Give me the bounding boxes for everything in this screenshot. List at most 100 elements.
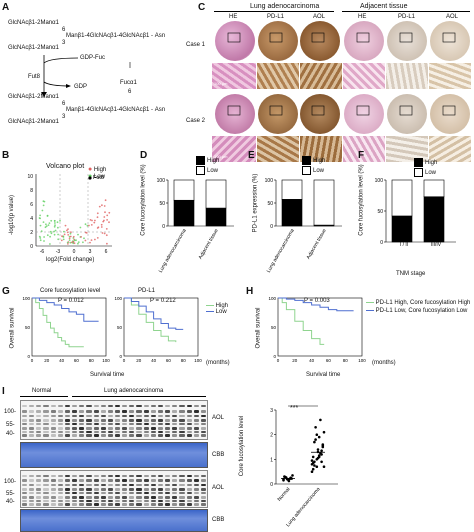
volcano-point xyxy=(44,226,47,229)
blot-band xyxy=(29,484,35,486)
blot-band xyxy=(43,479,49,482)
blot-band xyxy=(150,405,156,407)
h-legend: PD-L1 High, Core fucosylation High PD-L1… xyxy=(366,300,470,314)
blot-band xyxy=(64,500,71,502)
blot-band xyxy=(179,405,185,407)
panel-a-letter: A xyxy=(2,2,10,13)
blot-band xyxy=(50,427,56,430)
volcano-point xyxy=(49,230,52,233)
volcano-point xyxy=(53,233,56,236)
case2-he-adjacent-zoom xyxy=(343,136,385,162)
blot-band xyxy=(193,479,199,482)
blot-band xyxy=(100,479,106,482)
y-tick-label: 0 xyxy=(119,354,122,359)
volcano-point xyxy=(89,219,92,221)
dot-lung-adenocarcinoma xyxy=(320,449,323,452)
blot-band xyxy=(165,496,171,499)
volcano-point xyxy=(96,212,99,215)
blot-band xyxy=(36,415,42,417)
blot-band xyxy=(122,427,128,430)
blot-band xyxy=(86,415,92,417)
fut8-point xyxy=(88,176,92,180)
case1-scale-bar: 100 μm xyxy=(214,81,228,86)
volcano-point xyxy=(56,221,59,224)
bar-low xyxy=(391,179,413,217)
blot-band xyxy=(100,492,106,494)
blot-cbb-2 xyxy=(20,509,208,532)
blot-band xyxy=(157,500,164,502)
group-adjacent-label: Adjacent tissue xyxy=(360,3,408,10)
blot-band xyxy=(36,410,42,413)
glycan1-line3: GlcNAcβ1-2Manα1 xyxy=(8,45,59,51)
bar-low xyxy=(173,179,195,201)
blot-band xyxy=(36,484,42,486)
blot-band xyxy=(72,500,78,502)
volcano-point xyxy=(103,219,105,222)
blot-band xyxy=(79,500,85,502)
volcano-xticks: -6 -3 0 3 6 xyxy=(40,249,108,255)
blot-band xyxy=(172,503,178,506)
blot-band xyxy=(72,488,78,491)
blot-band xyxy=(200,415,206,417)
blot-band xyxy=(107,500,113,502)
blot-band xyxy=(136,434,142,437)
x-tick-label: 20 xyxy=(44,358,50,363)
volcano-point xyxy=(70,241,73,244)
volcano-point xyxy=(39,237,42,239)
blot-band xyxy=(57,484,63,486)
volcano-point xyxy=(85,232,88,234)
blot-band xyxy=(57,410,63,413)
blot-band xyxy=(200,479,206,482)
blot-band xyxy=(200,488,206,491)
blot-band xyxy=(57,492,63,494)
blot-band xyxy=(72,479,78,482)
blot-band xyxy=(200,475,206,477)
blot-band xyxy=(186,410,192,413)
volcano-point xyxy=(53,230,55,233)
e-legend-high-swatch xyxy=(302,156,311,165)
blot-band xyxy=(107,415,113,417)
volcano-point xyxy=(98,205,101,208)
blot-band xyxy=(122,410,128,413)
panel-a-arrows xyxy=(41,55,131,97)
blot-band xyxy=(22,475,28,477)
blot-band xyxy=(72,503,78,506)
blot-band xyxy=(29,434,35,437)
dot-lung-adenocarcinoma xyxy=(311,461,315,465)
blot-band xyxy=(86,410,92,413)
panel-c-letter: C xyxy=(198,2,206,13)
blot-band xyxy=(136,500,142,502)
blot-band xyxy=(122,475,128,477)
blot-band xyxy=(115,419,121,422)
case2-label: Case 2 xyxy=(186,118,206,124)
blot-band xyxy=(22,503,28,506)
fuc-label: Fucα1 xyxy=(120,80,137,86)
volcano-point xyxy=(77,233,79,236)
volcano-point xyxy=(62,236,65,238)
blot-band xyxy=(100,410,106,413)
blot-band xyxy=(22,405,28,407)
blot-band xyxy=(29,492,35,494)
dot-ylabel: Core fucosylation level xyxy=(239,415,246,477)
volcano-point xyxy=(77,241,80,243)
category-label: Adjacent tissue xyxy=(198,228,220,261)
volcano-ytick: 4 xyxy=(30,216,33,222)
blot-band xyxy=(79,427,85,430)
volcano-point xyxy=(106,214,109,217)
survival-curve-pd-l1-low-core-fucosylation-low xyxy=(278,297,354,312)
blot-band xyxy=(172,419,178,422)
y-tick-label: 0 xyxy=(162,224,165,230)
blot-band xyxy=(165,475,171,477)
blot-band xyxy=(179,475,185,477)
h-legend2-line xyxy=(366,309,374,311)
blot-band xyxy=(143,496,149,499)
volcano-point xyxy=(50,232,53,235)
y-tick-label: 100 xyxy=(265,178,274,184)
e-legend-low-swatch xyxy=(302,166,311,175)
volcano-xlabel: log2(Fold change) xyxy=(46,257,95,263)
volcano-ytick: 2 xyxy=(30,230,33,236)
blot-band xyxy=(150,431,156,433)
blot-band xyxy=(29,488,35,491)
volcano-point xyxy=(105,228,108,230)
